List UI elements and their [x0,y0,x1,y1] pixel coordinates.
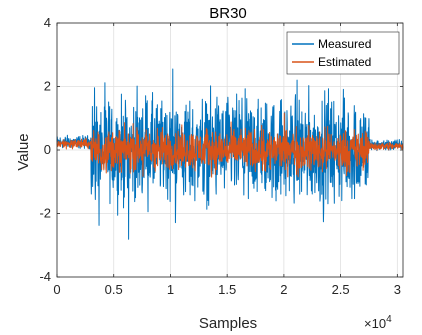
y-axis-title: Value [15,133,32,170]
series-layer [56,68,404,240]
x-axis: 0 0.5 1 1.5 2 2.5 3 [53,23,401,297]
x-tick-label: 0 [53,282,60,297]
legend: Measured Estimated [286,31,400,75]
chart-title: BR30 [209,5,247,22]
x-tick-label: 0.5 [105,282,123,297]
x-exponent-power: 4 [386,314,392,325]
legend-label-estimated: Estimated [318,55,371,69]
x-tick-label: 2.5 [332,282,350,297]
y-tick-label: -4 [39,269,51,284]
y-tick-label: 2 [44,79,51,94]
y-tick-label: -2 [39,206,51,221]
series-line-estimated [56,112,404,178]
y-tick-label: 0 [44,142,51,157]
legend-box [286,31,400,75]
y-axis: -4 -2 0 2 4 [39,15,403,284]
x-tick-label: 2 [280,282,287,297]
x-tick-label: 1.5 [218,282,236,297]
x-tick-label: 3 [394,282,401,297]
x-exponent-base: ×10 [364,316,386,331]
y-tick-label: 4 [44,15,51,30]
x-exponent-label: ×104 [364,314,392,331]
x-tick-label: 1 [167,282,174,297]
x-axis-title: Samples [199,315,257,332]
legend-label-measured: Measured [318,37,371,51]
